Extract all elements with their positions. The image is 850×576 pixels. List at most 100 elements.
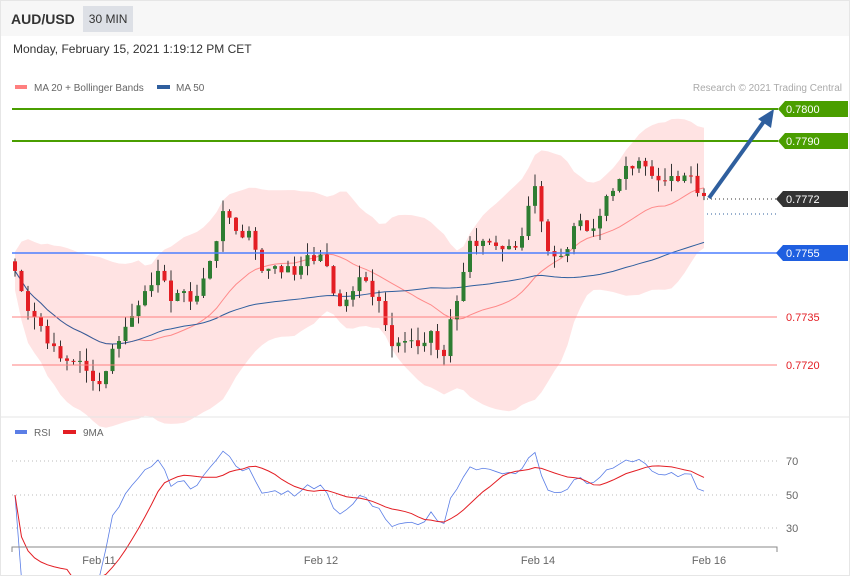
candle — [390, 312, 394, 358]
candle — [97, 372, 102, 392]
ma50-legend-swatch — [157, 85, 170, 89]
rsi-tick-70: 70 — [786, 456, 798, 468]
candle — [260, 248, 264, 274]
copyright: Research © 2021 Trading Central — [693, 83, 842, 94]
candle — [208, 260, 212, 280]
candle — [221, 200, 225, 252]
resistance-2-label: 0.7800 — [786, 104, 820, 116]
rsi-tick-50: 50 — [786, 490, 798, 502]
candle — [318, 249, 323, 262]
candle — [409, 328, 414, 348]
candle — [65, 355, 69, 371]
support-2-label: 0.7720 — [786, 360, 820, 372]
candle — [513, 240, 518, 251]
candle — [104, 370, 108, 389]
x-label-feb11: Feb 11 — [82, 555, 115, 567]
rsi-legend-label: RSI — [34, 428, 51, 439]
candle — [676, 170, 680, 183]
candle — [182, 289, 186, 303]
candle — [448, 309, 453, 363]
candle — [461, 262, 466, 302]
candle — [344, 291, 349, 312]
candle — [370, 269, 375, 306]
candle — [364, 271, 368, 283]
candle — [338, 289, 342, 307]
candle — [650, 160, 654, 179]
candle — [416, 327, 420, 355]
candle — [611, 188, 615, 202]
candle — [169, 270, 173, 313]
candle — [624, 156, 628, 190]
candle — [383, 292, 388, 331]
candle — [617, 178, 622, 193]
candle — [292, 256, 297, 281]
rsi-ma-legend-swatch — [63, 430, 76, 434]
candle — [702, 188, 706, 201]
candle — [591, 218, 596, 237]
candle — [598, 208, 602, 240]
candle — [572, 222, 576, 255]
candle — [39, 313, 43, 332]
candle — [110, 344, 115, 374]
candle — [481, 238, 485, 255]
candle — [234, 217, 238, 235]
candle — [468, 236, 472, 278]
candle — [71, 359, 76, 366]
candle — [487, 238, 492, 246]
candle — [689, 166, 693, 184]
candle — [32, 302, 37, 330]
candle — [227, 209, 232, 225]
candle — [442, 344, 446, 366]
resistance-1-tag — [778, 133, 848, 149]
candle — [630, 165, 635, 176]
candle — [435, 323, 440, 359]
candle — [585, 219, 589, 232]
time-axis — [11, 546, 778, 552]
pivot-tag — [776, 245, 848, 261]
candle — [84, 348, 89, 383]
ma20-legend-label: MA 20 + Bollinger Bands — [34, 83, 144, 94]
candle — [78, 351, 82, 373]
candle — [299, 256, 303, 280]
current-price-label: 0.7772 — [786, 194, 820, 206]
support-1-label: 0.7735 — [786, 312, 820, 324]
candle — [26, 285, 30, 320]
candle — [279, 264, 284, 279]
x-label-feb16: Feb 16 — [692, 555, 726, 567]
candle — [266, 268, 271, 279]
candle — [45, 319, 50, 350]
candle — [286, 260, 290, 273]
candle — [240, 224, 245, 239]
candle — [130, 303, 134, 327]
candle — [403, 332, 407, 353]
timestamp: Monday, February 15, 2021 1:19:12 PM CET — [13, 42, 252, 56]
rsi-ma-line — [14, 465, 705, 575]
candle — [520, 227, 524, 251]
candle — [149, 272, 154, 297]
rsi-tick-30: 30 — [786, 523, 798, 535]
candle — [195, 284, 199, 305]
candle — [52, 332, 56, 352]
candle — [429, 330, 433, 356]
candle — [494, 235, 498, 250]
candle — [19, 269, 24, 292]
rsi-lines — [14, 450, 705, 575]
candle — [604, 194, 609, 222]
candle — [188, 282, 193, 311]
candle — [351, 286, 355, 307]
candle — [357, 265, 362, 298]
forecast-arrow — [707, 109, 774, 200]
candle — [526, 196, 531, 240]
candle — [247, 226, 251, 241]
candle — [273, 265, 277, 274]
timeframe-badge[interactable]: 30 MIN — [82, 5, 134, 32]
candle — [13, 258, 17, 277]
candle — [669, 163, 674, 192]
candle — [123, 317, 128, 345]
rsi-legend-swatch — [15, 430, 27, 434]
x-label-feb12: Feb 12 — [304, 555, 338, 567]
candle — [143, 285, 147, 307]
candle — [156, 259, 160, 293]
